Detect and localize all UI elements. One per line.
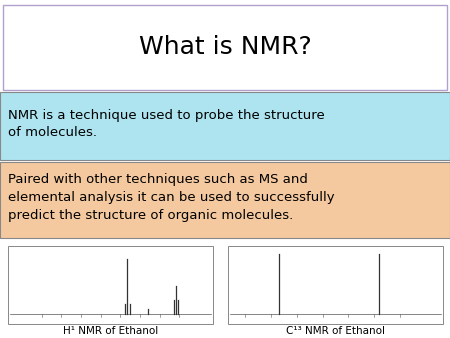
Text: C¹³ NMR of Ethanol: C¹³ NMR of Ethanol <box>286 326 385 336</box>
FancyBboxPatch shape <box>0 162 450 238</box>
FancyBboxPatch shape <box>8 246 213 324</box>
Text: What is NMR?: What is NMR? <box>139 35 311 59</box>
Text: Paired with other techniques such as MS and
elemental analysis it can be used to: Paired with other techniques such as MS … <box>8 173 335 222</box>
FancyBboxPatch shape <box>0 92 450 160</box>
Text: NMR is a technique used to probe the structure
of molecules.: NMR is a technique used to probe the str… <box>8 108 325 140</box>
FancyBboxPatch shape <box>3 5 447 90</box>
FancyBboxPatch shape <box>228 246 443 324</box>
Text: H¹ NMR of Ethanol: H¹ NMR of Ethanol <box>63 326 158 336</box>
